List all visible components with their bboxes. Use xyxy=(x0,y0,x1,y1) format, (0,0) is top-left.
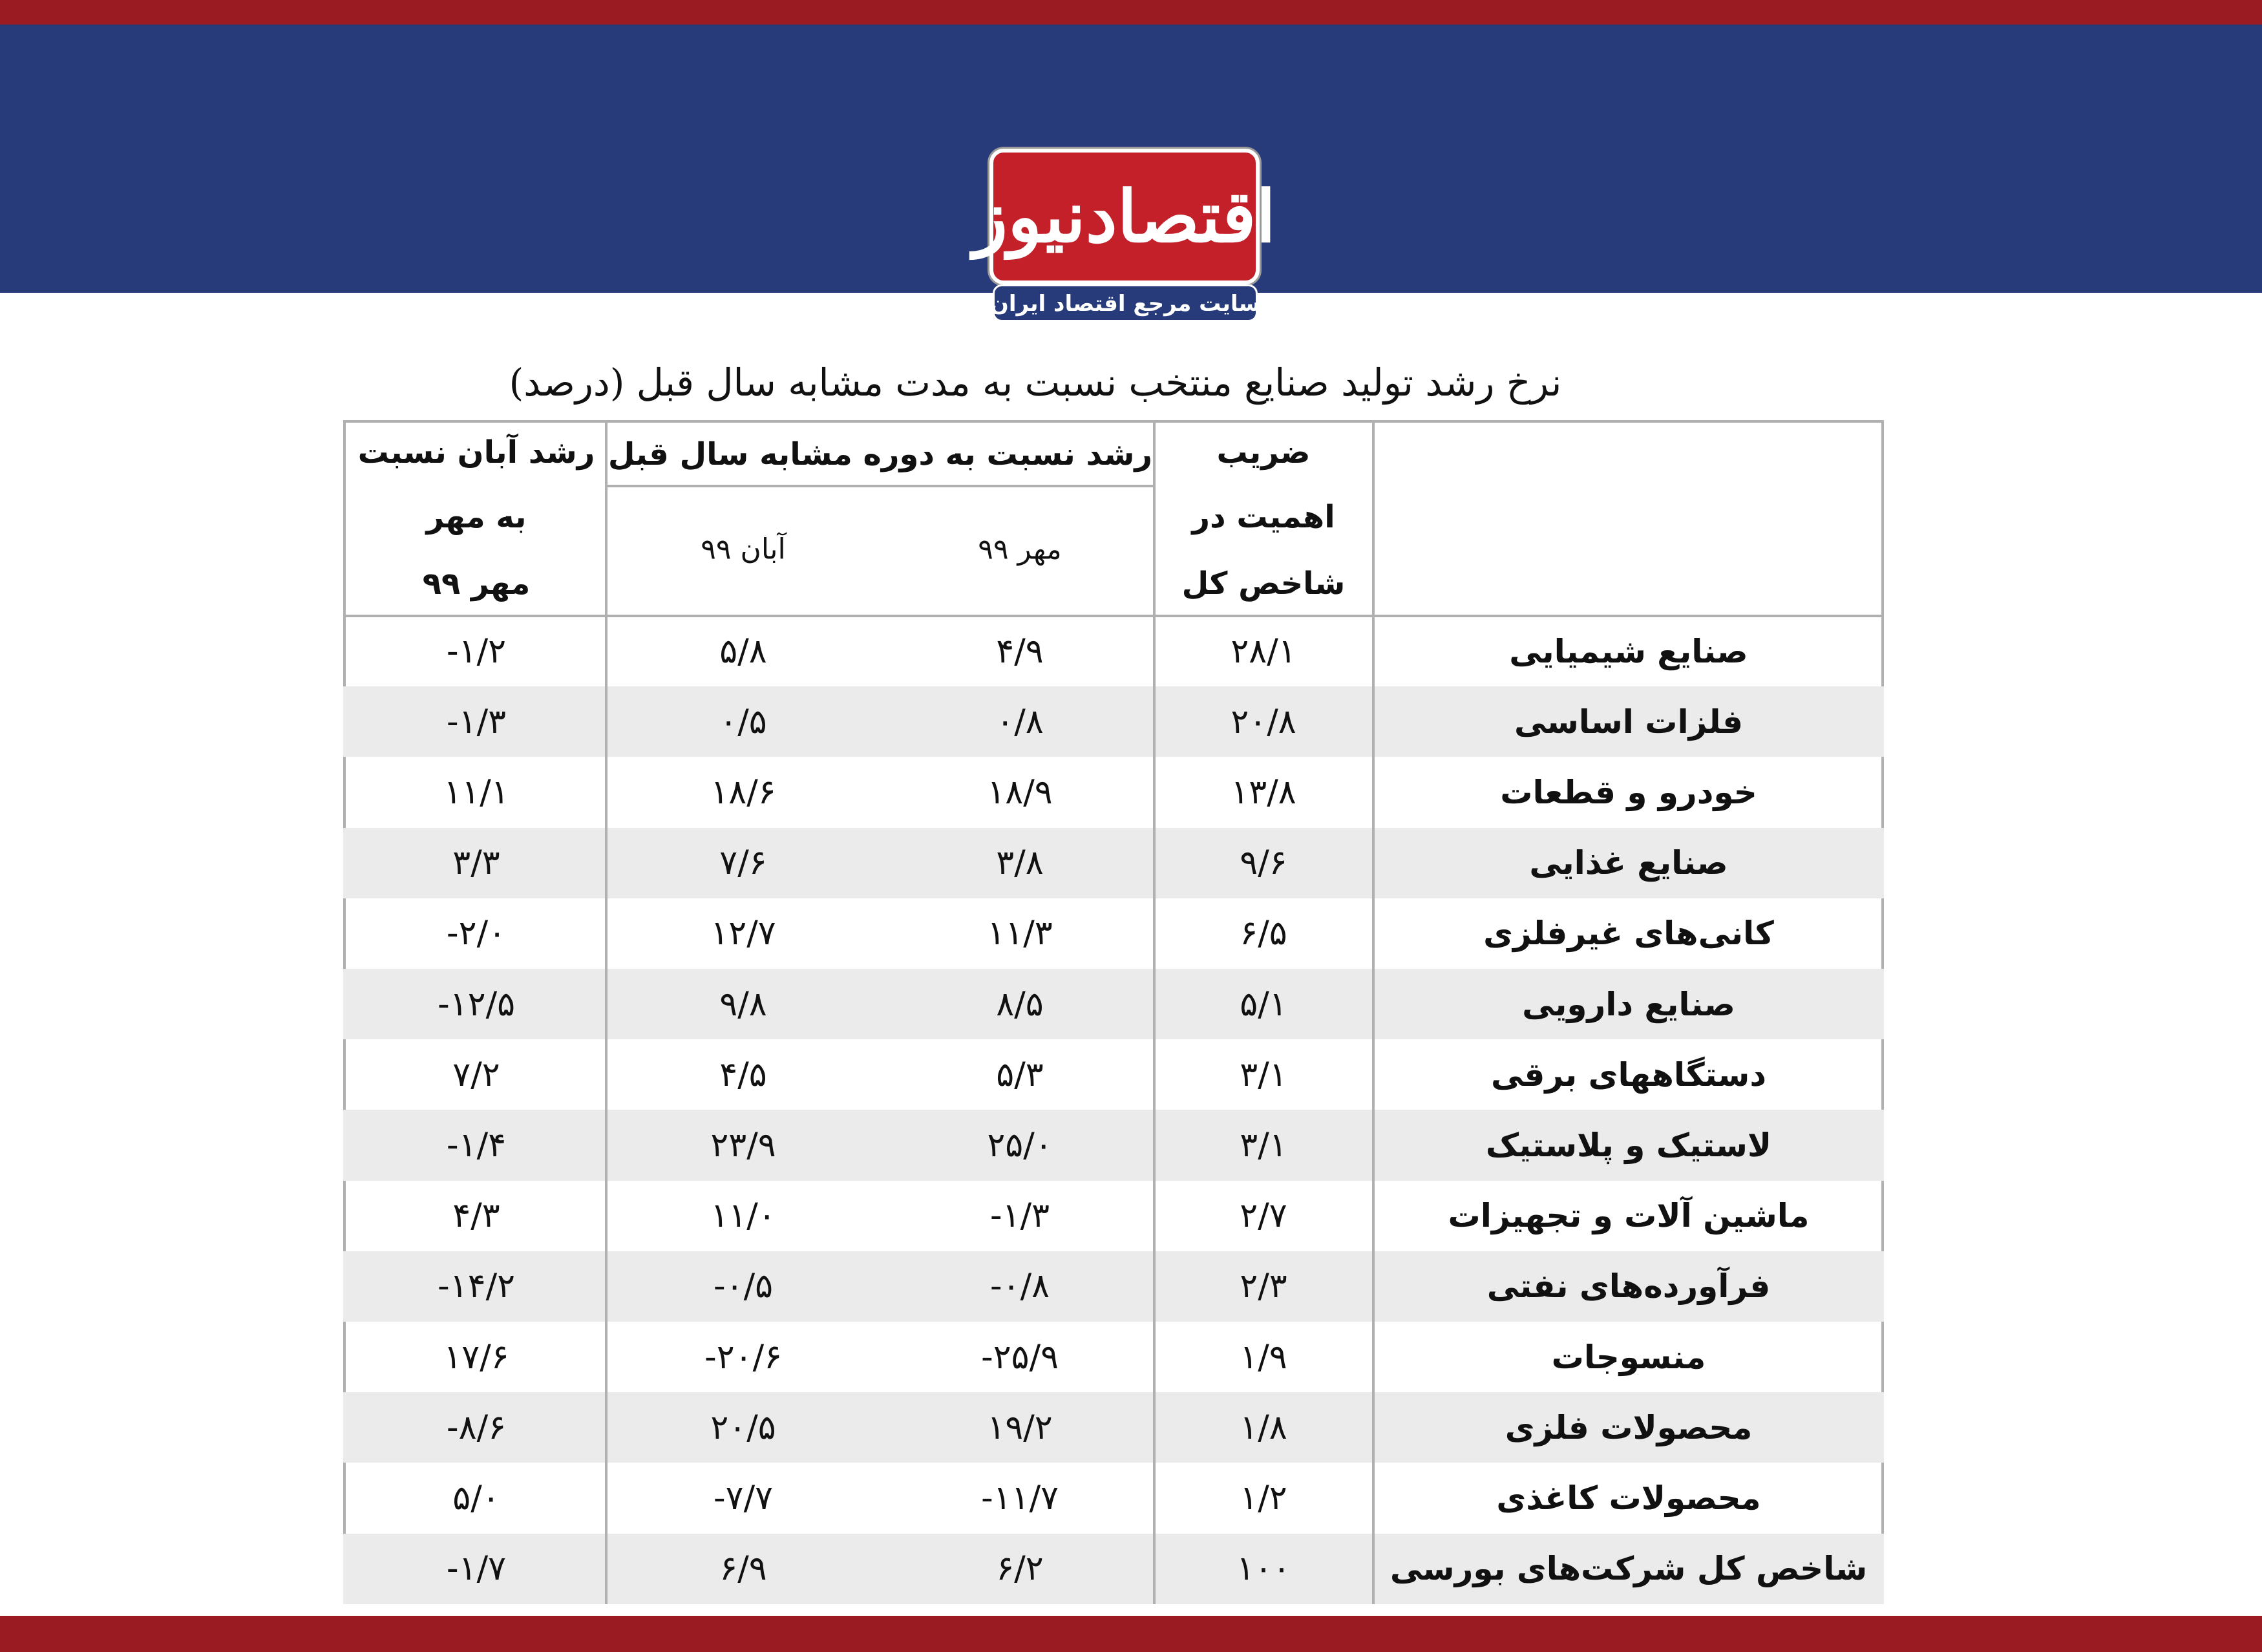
row-label: کانی‌های غیرفلزی xyxy=(1483,915,1774,953)
cell: ۳/۳ xyxy=(452,843,500,883)
row-stripe xyxy=(343,686,1884,757)
cell: -۱/۷ xyxy=(446,1549,507,1589)
cell: ۱/۹ xyxy=(1240,1337,1287,1377)
cell: ۹/۸ xyxy=(719,984,767,1024)
row-label: ماشین آلات و تجهیزات xyxy=(1448,1197,1810,1235)
row-label: منسوجات xyxy=(1551,1338,1706,1376)
cell: ۴/۵ xyxy=(719,1055,767,1094)
cell: ۸/۵ xyxy=(996,984,1044,1024)
cell: ۱۱/۱ xyxy=(443,773,509,812)
group-underline xyxy=(606,485,1154,487)
cell: -۰/۵ xyxy=(713,1267,774,1306)
cell: ۶/۹ xyxy=(719,1549,767,1589)
cell: -۱/۳ xyxy=(989,1196,1050,1236)
cell: -۲/۰ xyxy=(446,914,507,953)
cell: -۱۱/۷ xyxy=(980,1479,1059,1518)
row-label: خودرو و قطعات xyxy=(1500,774,1757,811)
cell: -۸/۶ xyxy=(446,1408,507,1447)
column-rule xyxy=(1153,420,1156,1604)
cell: ۴/۳ xyxy=(452,1196,500,1236)
header-sub: آبان ۹۹ xyxy=(701,533,786,566)
cell: ۳/۸ xyxy=(996,843,1044,883)
cell: ۵/۳ xyxy=(996,1055,1044,1094)
row-label: شاخص کل شرکت‌های بورسی xyxy=(1390,1550,1868,1588)
cell: ۲۰/۵ xyxy=(710,1408,776,1447)
cell: ۱/۲ xyxy=(1240,1479,1287,1518)
cell: -۲۵/۹ xyxy=(980,1337,1059,1377)
row-label: صنایع غذایی xyxy=(1529,844,1728,882)
cell: ۲۵/۰ xyxy=(987,1126,1053,1165)
cell: -۰/۸ xyxy=(989,1267,1050,1306)
header-change: رشد آبان نسبت xyxy=(357,434,595,471)
header-group: رشد نسبت به دوره مشابه سال قبل xyxy=(608,436,1153,472)
column-rule xyxy=(1372,420,1375,1604)
top-strip xyxy=(0,0,2262,25)
cell: ۹/۶ xyxy=(1240,843,1287,883)
header-sub: مهر ۹۹ xyxy=(978,533,1062,566)
cell: ۳/۱ xyxy=(1240,1126,1287,1165)
tagline-pill xyxy=(993,284,1258,322)
cell: ۱/۸ xyxy=(1240,1408,1287,1447)
cell: -۱/۲ xyxy=(446,631,507,671)
row-label: صنایع دارویی xyxy=(1522,985,1735,1023)
cell: -۷/۷ xyxy=(713,1479,774,1518)
header-change: مهر ۹۹ xyxy=(422,566,531,602)
row-label: محصولات کاغذی xyxy=(1496,1479,1761,1517)
header-weight: اهمیت در xyxy=(1192,499,1335,535)
cell: ۵/۸ xyxy=(719,631,767,671)
row-label: دستگاههای برقی xyxy=(1491,1055,1766,1094)
cell: ۳/۱ xyxy=(1240,1055,1287,1094)
cell: -۲۰/۶ xyxy=(704,1337,783,1377)
row-stripe xyxy=(343,1110,1884,1181)
row-label: صنایع شیمیایی xyxy=(1509,632,1748,670)
cell: ۱۹/۲ xyxy=(987,1408,1053,1447)
cell: ۱۸/۹ xyxy=(987,773,1053,812)
cell: ۰/۵ xyxy=(719,702,767,741)
row-stripe xyxy=(343,1251,1884,1322)
cell: ۲۳/۹ xyxy=(710,1126,776,1165)
cell: -۱۲/۵ xyxy=(437,984,516,1024)
header-rule xyxy=(343,615,1884,617)
row-label: فلزات اساسی xyxy=(1514,703,1743,741)
row-label: محصولات فلزی xyxy=(1505,1408,1753,1446)
cell: ۷/۲ xyxy=(452,1055,500,1094)
bottom-strip xyxy=(0,1616,2262,1652)
logo xyxy=(989,149,1260,284)
header-change: به مهر xyxy=(426,499,527,535)
cell: ۲۰/۸ xyxy=(1231,702,1296,741)
cell: ۵/۱ xyxy=(1240,984,1287,1024)
cell: ۷/۶ xyxy=(719,843,767,883)
header-weight: شاخص کل xyxy=(1181,566,1346,602)
row-label: لاستیک و پلاستیک xyxy=(1485,1127,1772,1164)
title: نرخ رشد تولید صنایع منتخب نسبت به مدت مش… xyxy=(509,361,1562,405)
cell: ۱۱/۳ xyxy=(987,914,1053,953)
cell: ۱۰۰ xyxy=(1236,1549,1291,1589)
cell: ۶/۵ xyxy=(1240,914,1287,953)
row-stripe xyxy=(343,827,1884,898)
row-label: فرآورده‌های نفتی xyxy=(1486,1267,1771,1306)
cell: -۱/۴ xyxy=(446,1126,507,1165)
cell: ۱۷/۶ xyxy=(443,1337,509,1377)
cell: -۱/۳ xyxy=(446,702,507,741)
cell: ۱۱/۰ xyxy=(710,1196,776,1236)
row-stripe xyxy=(343,1392,1884,1463)
cell: -۱۴/۲ xyxy=(437,1267,516,1306)
cell: ۲۸/۱ xyxy=(1231,631,1296,671)
row-stripe xyxy=(343,1533,1884,1604)
column-rule xyxy=(605,420,608,1604)
cell: ۱۸/۶ xyxy=(710,773,776,812)
logo-text: اقتصادنیوز xyxy=(973,175,1276,259)
row-stripe xyxy=(343,969,1884,1040)
cell: ۶/۲ xyxy=(996,1549,1044,1589)
cell: ۴/۹ xyxy=(996,631,1044,671)
cell: ۲/۷ xyxy=(1240,1196,1287,1236)
cell: ۰/۸ xyxy=(996,702,1044,741)
cell: ۵/۰ xyxy=(452,1479,500,1518)
cell: ۲/۳ xyxy=(1240,1267,1287,1306)
cell: ۱۳/۸ xyxy=(1231,773,1296,812)
cell: ۱۲/۷ xyxy=(710,914,776,953)
header-weight: ضریب xyxy=(1216,434,1311,471)
tagline: سایت مرجع اقتصاد ایران xyxy=(989,291,1261,317)
